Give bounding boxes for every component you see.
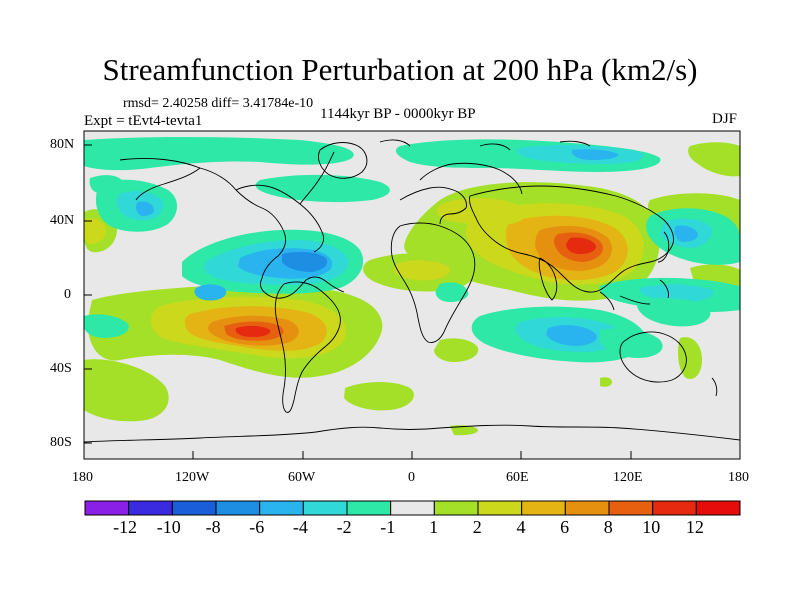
lon-label-120e: 120E xyxy=(613,470,643,485)
field-neg-north-america-5 xyxy=(194,284,227,301)
coast-europe xyxy=(399,162,523,225)
field-pos-antarctic-coast xyxy=(450,425,478,436)
colorbar-swatch-1 xyxy=(128,500,173,516)
lat-label-0: 0 xyxy=(64,287,71,302)
coast-greenland xyxy=(317,142,368,179)
colorbar xyxy=(84,500,741,516)
colorbar-label-2: -8 xyxy=(205,517,221,537)
lon-ticks xyxy=(83,451,741,459)
field-neg-arctic-3 xyxy=(255,174,390,203)
field-neg-arctic xyxy=(84,137,354,171)
period-label: 1144kyr BP - 0000kyr BP xyxy=(320,106,476,122)
field-neg-southern-indian xyxy=(600,328,663,358)
coast-australia xyxy=(619,331,687,383)
field-pos-southern-ocean-2 xyxy=(600,377,612,387)
lon-label-60e: 60E xyxy=(506,470,529,485)
negative-anomaly-fields xyxy=(84,137,740,363)
field-pos-southatlantic xyxy=(434,338,479,362)
positive-anomaly-fields xyxy=(84,142,740,436)
coast-arctic-islands xyxy=(379,139,591,151)
colorbar-label-11: 8 xyxy=(603,517,613,537)
field-neg-arctic-2 xyxy=(89,175,125,194)
colorbar-swatch-14 xyxy=(695,500,741,516)
field-neg-africa-east xyxy=(435,282,469,302)
coast-north-america xyxy=(119,151,345,299)
coastlines xyxy=(84,139,740,443)
colorbar-label-4: -4 xyxy=(292,517,308,537)
field-neg-indian-ocean-3 xyxy=(546,325,597,346)
coast-africa xyxy=(390,222,476,343)
colorbar-swatch-4 xyxy=(259,500,304,516)
field-neg-north-america-4 xyxy=(282,251,328,272)
colorbar-swatch-8 xyxy=(433,500,479,516)
colorbar-swatch-10 xyxy=(521,500,566,516)
colorbar-label-9: 4 xyxy=(516,517,526,537)
field-pos-northpacific-west-2 xyxy=(84,218,106,244)
lon-label-180e: 180 xyxy=(728,470,749,485)
colorbar-label-0: -12 xyxy=(113,517,138,537)
colorbar-label-8: 2 xyxy=(472,517,482,537)
colorbar-swatch-5 xyxy=(302,500,348,516)
colorbar-label-7: 1 xyxy=(429,517,439,537)
map-plot-area xyxy=(84,131,740,459)
lat-label-80n: 80N xyxy=(50,137,75,152)
field-pos-arctic-east xyxy=(688,142,740,177)
colorbar-label-1: -10 xyxy=(156,517,181,537)
coast-asia xyxy=(469,185,675,293)
coast-southeast-asia xyxy=(599,279,669,311)
lat-label-40n: 40N xyxy=(50,213,75,228)
field-pos-asia-6 xyxy=(566,237,596,254)
field-neg-pacific-east-3 xyxy=(674,225,698,242)
field-neg-tropics-pacific-2 xyxy=(640,284,714,302)
lat-label-40s: 40S xyxy=(50,361,72,376)
field-pos-africa-north-2 xyxy=(394,260,451,281)
coast-south-america xyxy=(274,281,341,413)
lon-label-0: 0 xyxy=(408,470,415,485)
field-neg-arctic-6 xyxy=(571,149,619,160)
experiment-label: Expt = tEvt4-tevta1 xyxy=(84,113,203,129)
colorbar-swatch-12 xyxy=(608,500,654,516)
coast-antarctica xyxy=(84,424,740,443)
field-pos-southpacific-west xyxy=(84,359,169,422)
field-neg-north-atlantic-3 xyxy=(135,201,154,216)
season-label: DJF xyxy=(712,111,738,127)
colorbar-swatch-13 xyxy=(652,500,697,516)
colorbar-label-13: 12 xyxy=(685,517,704,537)
colorbar-label-10: 6 xyxy=(560,517,570,537)
colorbar-swatch-11 xyxy=(564,500,610,516)
colorbar-label-5: -2 xyxy=(336,517,352,537)
coast-india xyxy=(538,257,558,301)
colorbar-label-12: 10 xyxy=(642,517,661,537)
stats-label: rmsd= 2.40258 diff= 3.41784e-10 xyxy=(123,96,314,111)
colorbar-label-6: -1 xyxy=(380,517,396,537)
lat-ticks xyxy=(84,144,92,444)
field-pos-southamerica-6 xyxy=(235,325,271,337)
lon-label-60w: 60W xyxy=(288,470,316,485)
field-pos-mideast xyxy=(436,197,526,225)
colorbar-swatch-7 xyxy=(390,500,435,516)
colorbar-swatch-6 xyxy=(346,500,392,516)
colorbar-swatch-9 xyxy=(477,500,523,516)
colorbar-swatch-2 xyxy=(171,500,217,516)
field-pos-southern-ocean xyxy=(344,382,414,411)
colorbar-label-3: -6 xyxy=(249,517,265,537)
lon-label-120w: 120W xyxy=(175,470,210,485)
colorbar-swatch-3 xyxy=(215,500,261,516)
lat-label-80s: 80S xyxy=(50,435,72,450)
field-neg-southeast-pacific xyxy=(637,298,711,327)
field-neg-southwest-pacific xyxy=(84,314,129,338)
colorbar-swatch-0 xyxy=(84,500,130,516)
coast-japan xyxy=(657,231,670,263)
coast-new-zealand xyxy=(711,377,718,397)
chart-title: Streamfunction Perturbation at 200 hPa (… xyxy=(102,52,698,87)
lon-label-180w: 180 xyxy=(72,470,93,485)
